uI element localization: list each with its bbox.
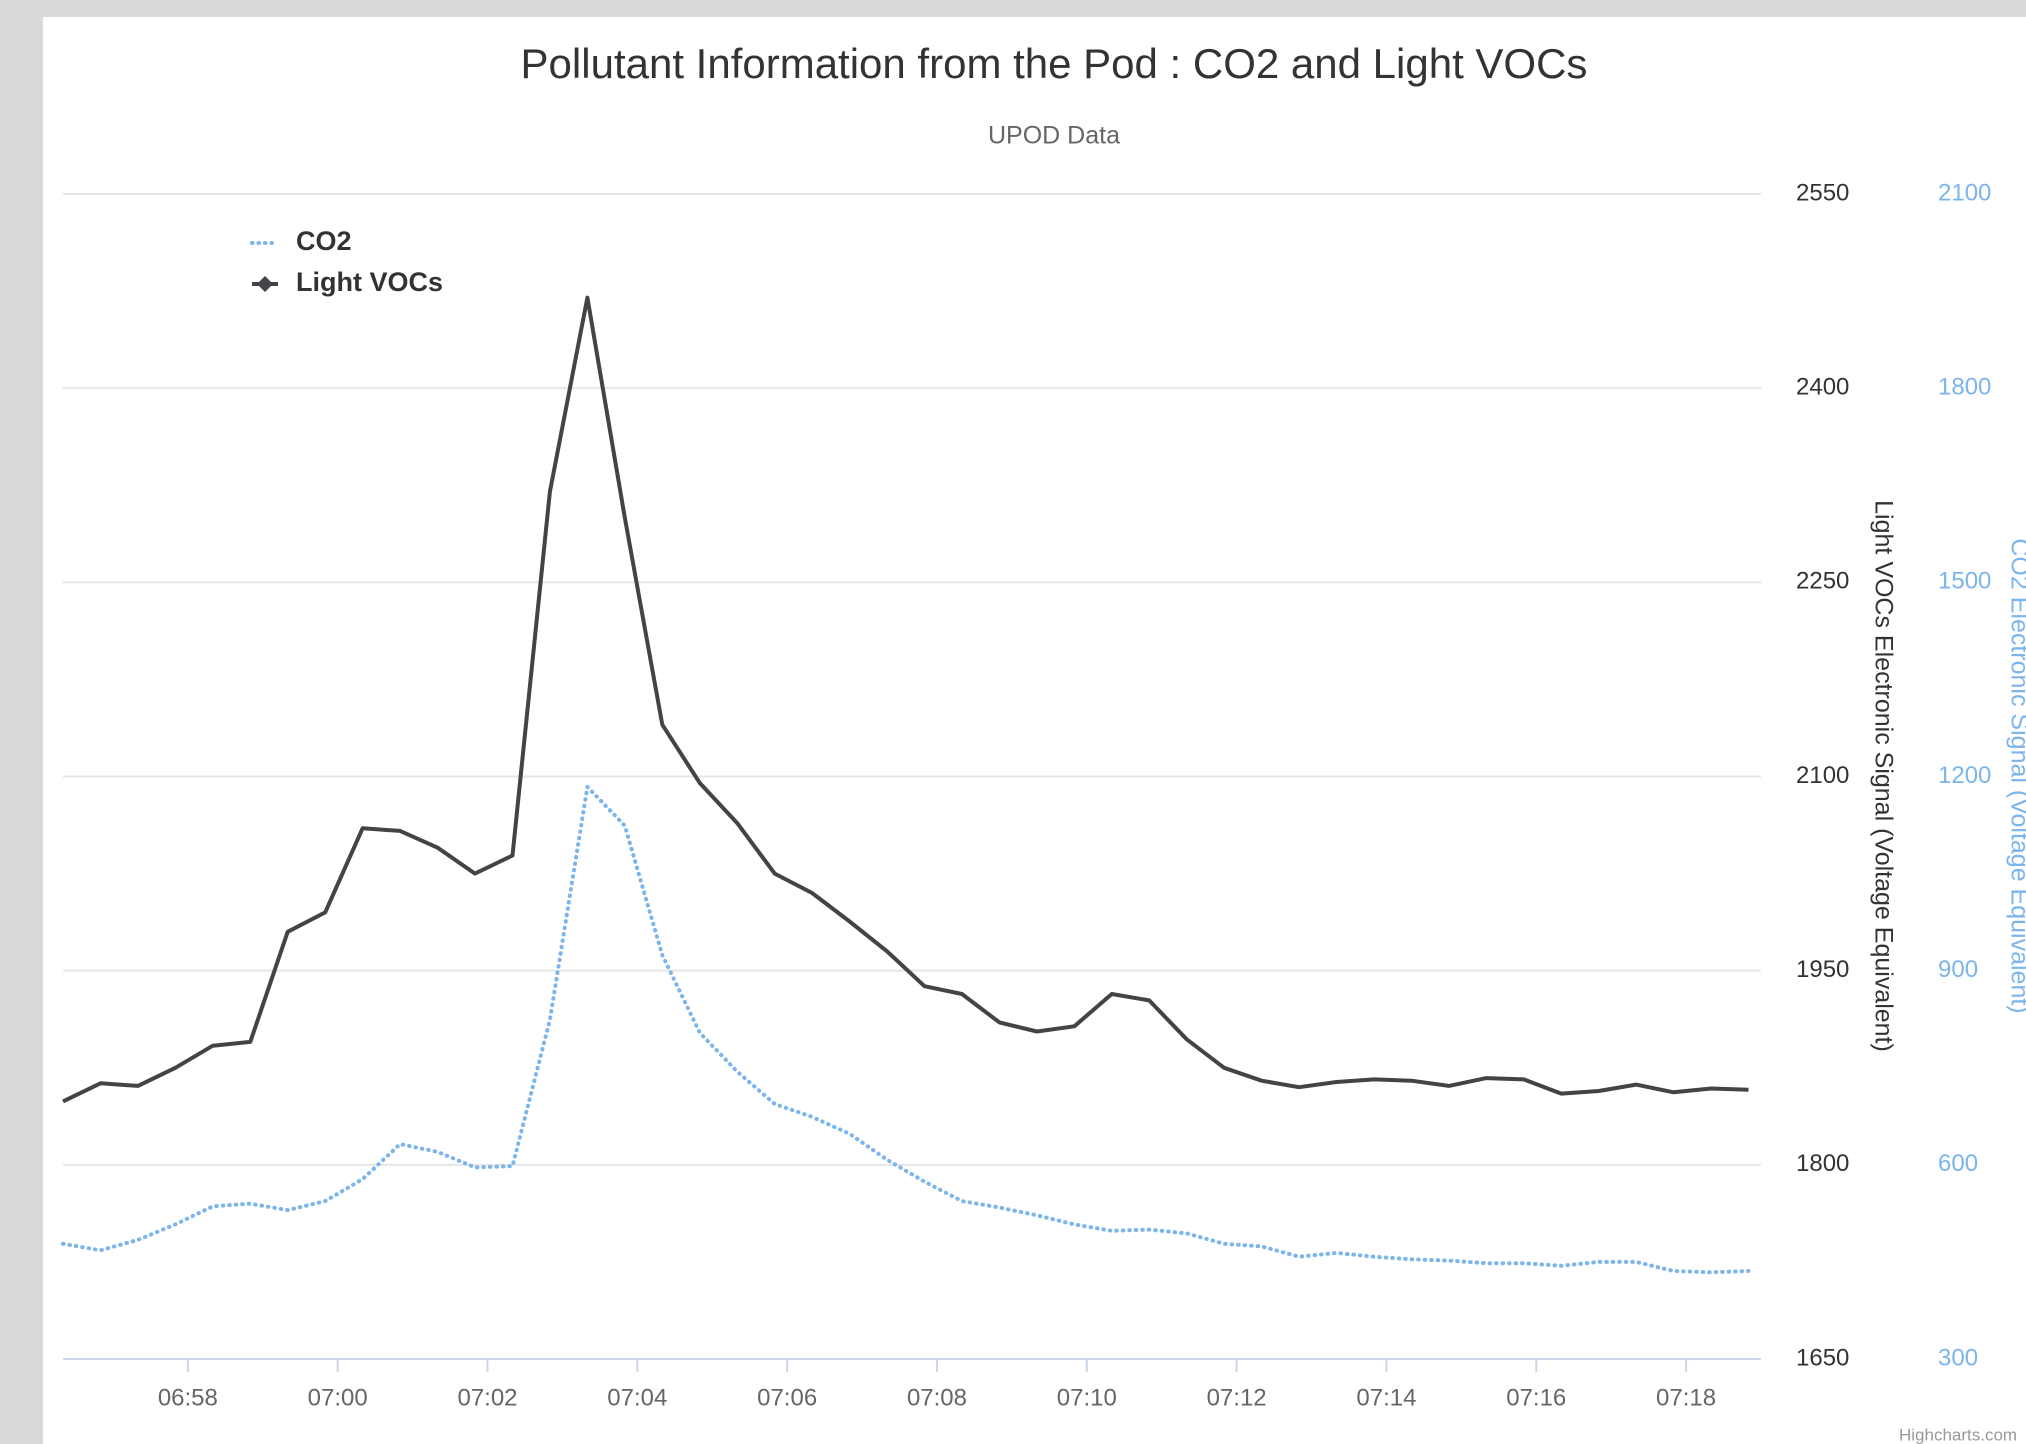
y2-tick-label: 1800: [1938, 374, 1991, 401]
x-tick-label: 07:06: [757, 1384, 817, 1411]
y-tick-label: 1800: [1796, 1150, 1849, 1177]
y-tick-label: 2250: [1796, 568, 1849, 595]
chart-title: Pollutant Information from the Pod : CO2…: [521, 40, 1588, 87]
x-tick-label: 07:12: [1207, 1384, 1267, 1411]
x-tick-label: 07:00: [308, 1384, 368, 1411]
y-tick-label: 1950: [1796, 956, 1849, 983]
series-line: [62, 295, 1749, 1104]
x-tick-label: 07:08: [907, 1384, 967, 1411]
y2-tick-label: 900: [1938, 956, 1978, 983]
x-tick-label: 07:02: [457, 1384, 517, 1411]
y2-tick-label: 600: [1938, 1150, 1978, 1177]
x-tick-label: 06:58: [158, 1384, 218, 1411]
y-tick-label: 1650: [1796, 1344, 1849, 1371]
y-tick-label: 2100: [1796, 762, 1849, 789]
y-tick-label: 2550: [1796, 179, 1849, 206]
chart-subtitle: UPOD Data: [988, 122, 1120, 150]
panel: [43, 17, 2026, 1444]
x-tick-label: 07:14: [1356, 1384, 1416, 1411]
series-line: [61, 784, 1751, 1275]
x-tick-label: 07:18: [1656, 1384, 1716, 1411]
y2-axis-title: CO2 Electronic Signal (Voltage Equivalen…: [2005, 538, 2026, 1013]
x-tick-label: 07:16: [1506, 1384, 1566, 1411]
legend-marker: [257, 276, 273, 292]
legend-label: Light VOCs: [296, 267, 443, 297]
legend-label: CO2: [296, 226, 352, 256]
x-tick-label: 07:10: [1057, 1384, 1117, 1411]
y2-tick-label: 1500: [1938, 568, 1991, 595]
credits: Highcharts.com: [1899, 1425, 2017, 1444]
y-tick-label: 2400: [1796, 374, 1849, 401]
y-axis-title: Light VOCs Electronic Signal (Voltage Eq…: [1869, 500, 1897, 1052]
y2-tick-label: 1200: [1938, 762, 1991, 789]
y2-tick-label: 2100: [1938, 179, 1991, 206]
y2-tick-label: 300: [1938, 1344, 1978, 1371]
x-tick-label: 07:04: [607, 1384, 667, 1411]
